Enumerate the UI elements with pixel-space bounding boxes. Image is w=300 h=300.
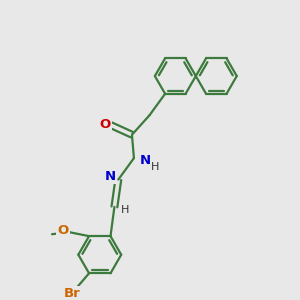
Text: H: H: [121, 205, 129, 215]
Text: O: O: [57, 224, 68, 237]
Text: O: O: [99, 118, 110, 130]
Text: N: N: [140, 154, 151, 166]
Text: H: H: [151, 162, 160, 172]
Text: Br: Br: [64, 287, 81, 300]
Text: N: N: [105, 170, 116, 183]
